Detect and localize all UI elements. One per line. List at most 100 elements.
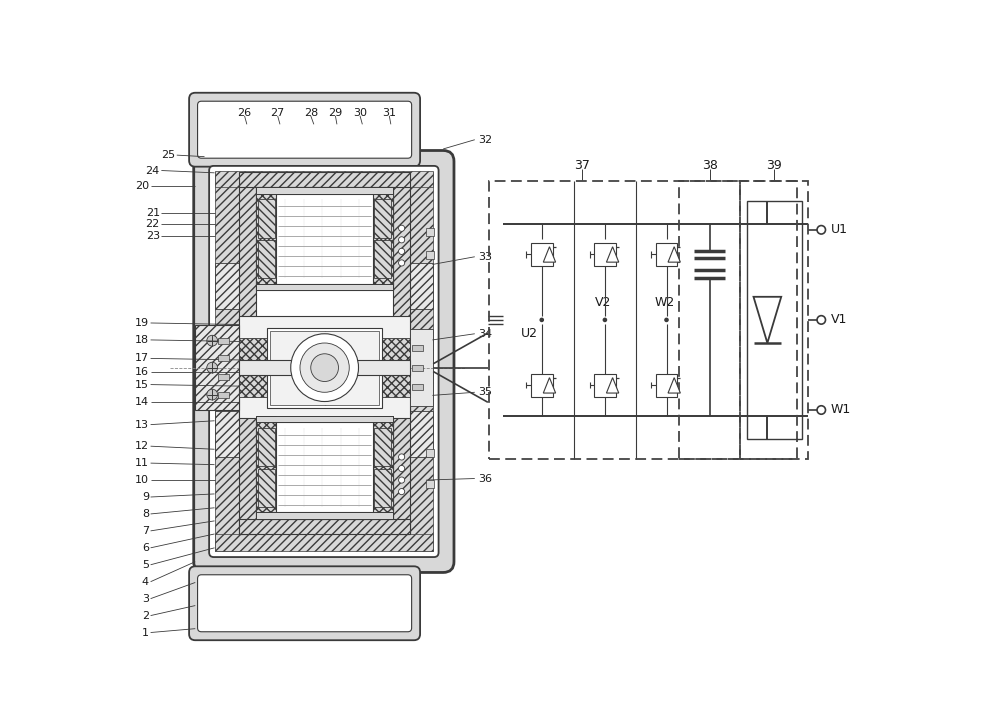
Bar (215, 534, 433, 551)
Bar (426, 480, 434, 488)
Circle shape (300, 343, 349, 392)
Bar (256, 416, 276, 518)
Bar (679, 181, 740, 459)
Text: 9: 9 (142, 492, 149, 502)
Bar (215, 329, 239, 406)
FancyBboxPatch shape (198, 101, 412, 158)
Text: 35: 35 (478, 387, 492, 397)
Text: 36: 36 (478, 473, 492, 483)
Text: V1: V1 (831, 313, 847, 326)
Text: 10: 10 (135, 475, 149, 485)
Bar (256, 284, 393, 290)
Bar (374, 240, 391, 278)
Text: 33: 33 (478, 252, 492, 262)
Text: 18: 18 (135, 335, 149, 345)
Circle shape (539, 317, 544, 323)
Bar (747, 200, 802, 439)
Circle shape (207, 363, 218, 373)
Polygon shape (606, 247, 619, 262)
Circle shape (664, 317, 669, 323)
Text: 1: 1 (142, 628, 149, 638)
Text: 7: 7 (142, 526, 149, 536)
Text: 28: 28 (304, 108, 318, 118)
Bar (410, 172, 433, 551)
Text: 31: 31 (382, 108, 396, 118)
Circle shape (817, 226, 826, 234)
Text: 6: 6 (142, 543, 149, 553)
Polygon shape (543, 247, 556, 262)
Circle shape (291, 333, 359, 402)
Circle shape (311, 354, 338, 381)
FancyBboxPatch shape (194, 151, 454, 572)
Bar (195, 325, 239, 410)
Text: W2: W2 (655, 296, 675, 309)
FancyBboxPatch shape (198, 575, 412, 632)
Circle shape (399, 488, 405, 495)
Bar (218, 338, 229, 344)
Text: 11: 11 (135, 458, 149, 468)
Text: 14: 14 (135, 397, 149, 406)
Bar (270, 331, 379, 405)
Bar (258, 240, 275, 278)
Bar (276, 422, 373, 513)
Circle shape (399, 248, 405, 255)
Bar (656, 373, 677, 397)
Text: 38: 38 (702, 159, 718, 173)
Bar (239, 172, 410, 187)
Polygon shape (606, 378, 619, 393)
Bar (239, 186, 256, 534)
Circle shape (817, 405, 826, 414)
Bar (412, 384, 423, 390)
Text: 29: 29 (328, 108, 343, 118)
Text: W1: W1 (831, 403, 851, 416)
Bar (256, 187, 276, 290)
Text: 26: 26 (237, 108, 252, 118)
Polygon shape (668, 378, 680, 393)
Text: 39: 39 (766, 159, 782, 173)
Polygon shape (543, 378, 556, 393)
Circle shape (207, 336, 218, 346)
Bar (256, 513, 393, 518)
Polygon shape (668, 247, 680, 262)
FancyBboxPatch shape (189, 92, 420, 167)
Bar (239, 339, 267, 397)
Bar (215, 172, 239, 551)
Text: 30: 30 (353, 108, 367, 118)
Text: 8: 8 (142, 509, 149, 519)
Bar (276, 194, 373, 284)
Bar (594, 243, 616, 266)
Text: 23: 23 (146, 231, 160, 241)
FancyBboxPatch shape (209, 166, 439, 557)
Bar (256, 416, 393, 422)
Bar (256, 187, 393, 194)
Bar (215, 263, 239, 309)
Circle shape (399, 454, 405, 460)
Text: 19: 19 (135, 318, 149, 328)
Circle shape (399, 237, 405, 243)
Bar (410, 263, 433, 309)
Bar (374, 469, 391, 507)
Circle shape (399, 465, 405, 472)
Bar (256, 416, 393, 518)
Bar (594, 373, 616, 397)
Text: 16: 16 (135, 367, 149, 377)
Bar (373, 416, 393, 518)
Bar (489, 181, 797, 459)
Bar (412, 345, 423, 352)
Bar (656, 243, 677, 266)
Text: 32: 32 (478, 135, 492, 145)
Bar (426, 229, 434, 236)
Circle shape (603, 317, 607, 323)
Bar (531, 373, 553, 397)
Bar (373, 187, 393, 290)
Bar (239, 360, 410, 376)
Text: 22: 22 (146, 219, 160, 229)
Text: 25: 25 (161, 150, 175, 160)
Text: V2: V2 (595, 296, 612, 309)
Text: 4: 4 (142, 577, 149, 587)
Bar (215, 170, 433, 187)
Bar (215, 411, 239, 457)
Text: 34: 34 (478, 329, 492, 339)
Polygon shape (754, 297, 781, 343)
Text: 12: 12 (135, 441, 149, 451)
